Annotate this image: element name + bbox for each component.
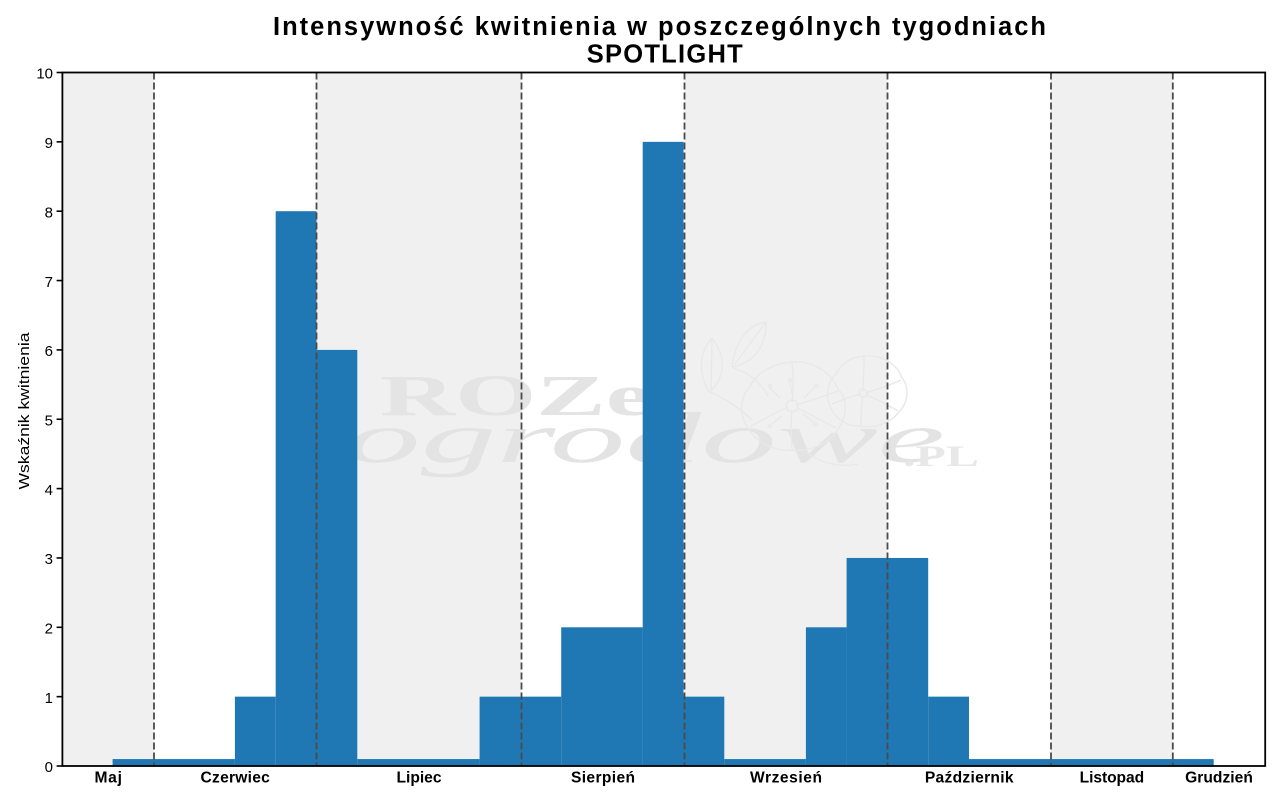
svg-text:Październik: Październik (925, 770, 1014, 787)
svg-text:1: 1 (45, 690, 53, 707)
svg-text:Maj: Maj (94, 770, 122, 787)
svg-text:4: 4 (45, 482, 53, 499)
svg-text:6: 6 (45, 343, 53, 360)
svg-text:Czerwiec: Czerwiec (201, 770, 271, 787)
svg-text:7: 7 (45, 274, 53, 291)
svg-text:Grudzień: Grudzień (1185, 770, 1253, 787)
svg-text:Wrzesień: Wrzesień (750, 770, 822, 787)
svg-text:8: 8 (45, 204, 53, 221)
svg-text:2: 2 (45, 621, 53, 638)
svg-text:SPOTLIGHT: SPOTLIGHT (587, 40, 743, 68)
svg-text:Listopad: Listopad (1080, 770, 1145, 787)
svg-text:.PL: .PL (903, 440, 979, 473)
svg-text:3: 3 (45, 551, 53, 568)
svg-text:Wskaźnik kwitnienia: Wskaźnik kwitnienia (17, 331, 33, 489)
svg-text:Intensywność kwitnienia w posz: Intensywność kwitnienia w poszczególnych… (273, 13, 1046, 41)
svg-text:Lipiec: Lipiec (397, 770, 442, 787)
svg-text:Sierpień: Sierpień (571, 770, 635, 787)
svg-text:10: 10 (36, 66, 53, 83)
svg-text:9: 9 (45, 135, 53, 152)
svg-text:0: 0 (45, 759, 53, 776)
svg-text:ROZe: ROZe (380, 363, 652, 428)
svg-text:5: 5 (45, 412, 53, 429)
